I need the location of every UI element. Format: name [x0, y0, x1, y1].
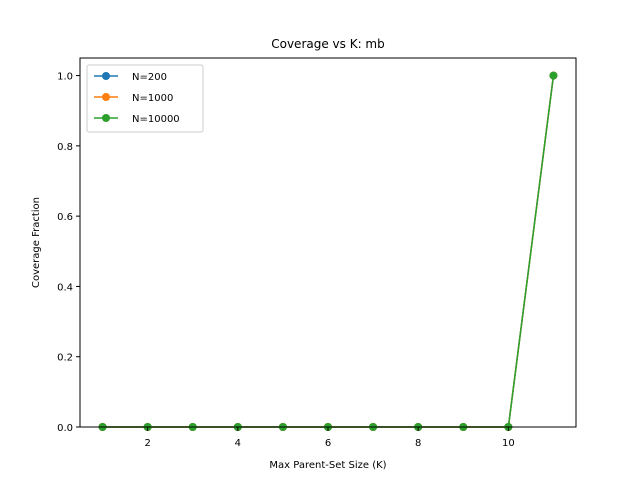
legend: N=200 N=1000 N=10000 [86, 64, 204, 133]
x-tick-label: 4 [235, 438, 241, 449]
legend-label: N=1000 [132, 93, 173, 104]
y-tick-label: 0.2 [57, 353, 73, 364]
y-axis: 0.0 0.2 0.4 0.6 0.8 1.0 [57, 72, 80, 434]
x-axis: 2 4 6 8 10 [144, 427, 515, 449]
x-tick-label: 2 [144, 438, 150, 449]
y-tick-label: 1.0 [57, 72, 73, 83]
x-tick-label: 10 [502, 438, 515, 449]
chart-title: Coverage vs K: mb [271, 37, 385, 51]
y-tick-label: 0.4 [57, 282, 73, 293]
legend-label: N=200 [132, 72, 167, 83]
y-tick-label: 0.6 [57, 212, 73, 223]
x-tick-label: 8 [415, 438, 421, 449]
legend-marker [102, 93, 110, 101]
y-tick-label: 0.0 [57, 423, 73, 434]
x-axis-label: Max Parent-Set Size (K) [269, 460, 386, 471]
y-axis-label: Coverage Fraction [31, 197, 42, 288]
y-tick-label: 0.8 [57, 142, 73, 153]
legend-marker [102, 72, 110, 80]
legend-label: N=10000 [132, 114, 180, 125]
legend-marker [102, 114, 110, 122]
legend-box [86, 64, 204, 133]
data-point [549, 71, 558, 80]
x-tick-label: 6 [325, 438, 331, 449]
